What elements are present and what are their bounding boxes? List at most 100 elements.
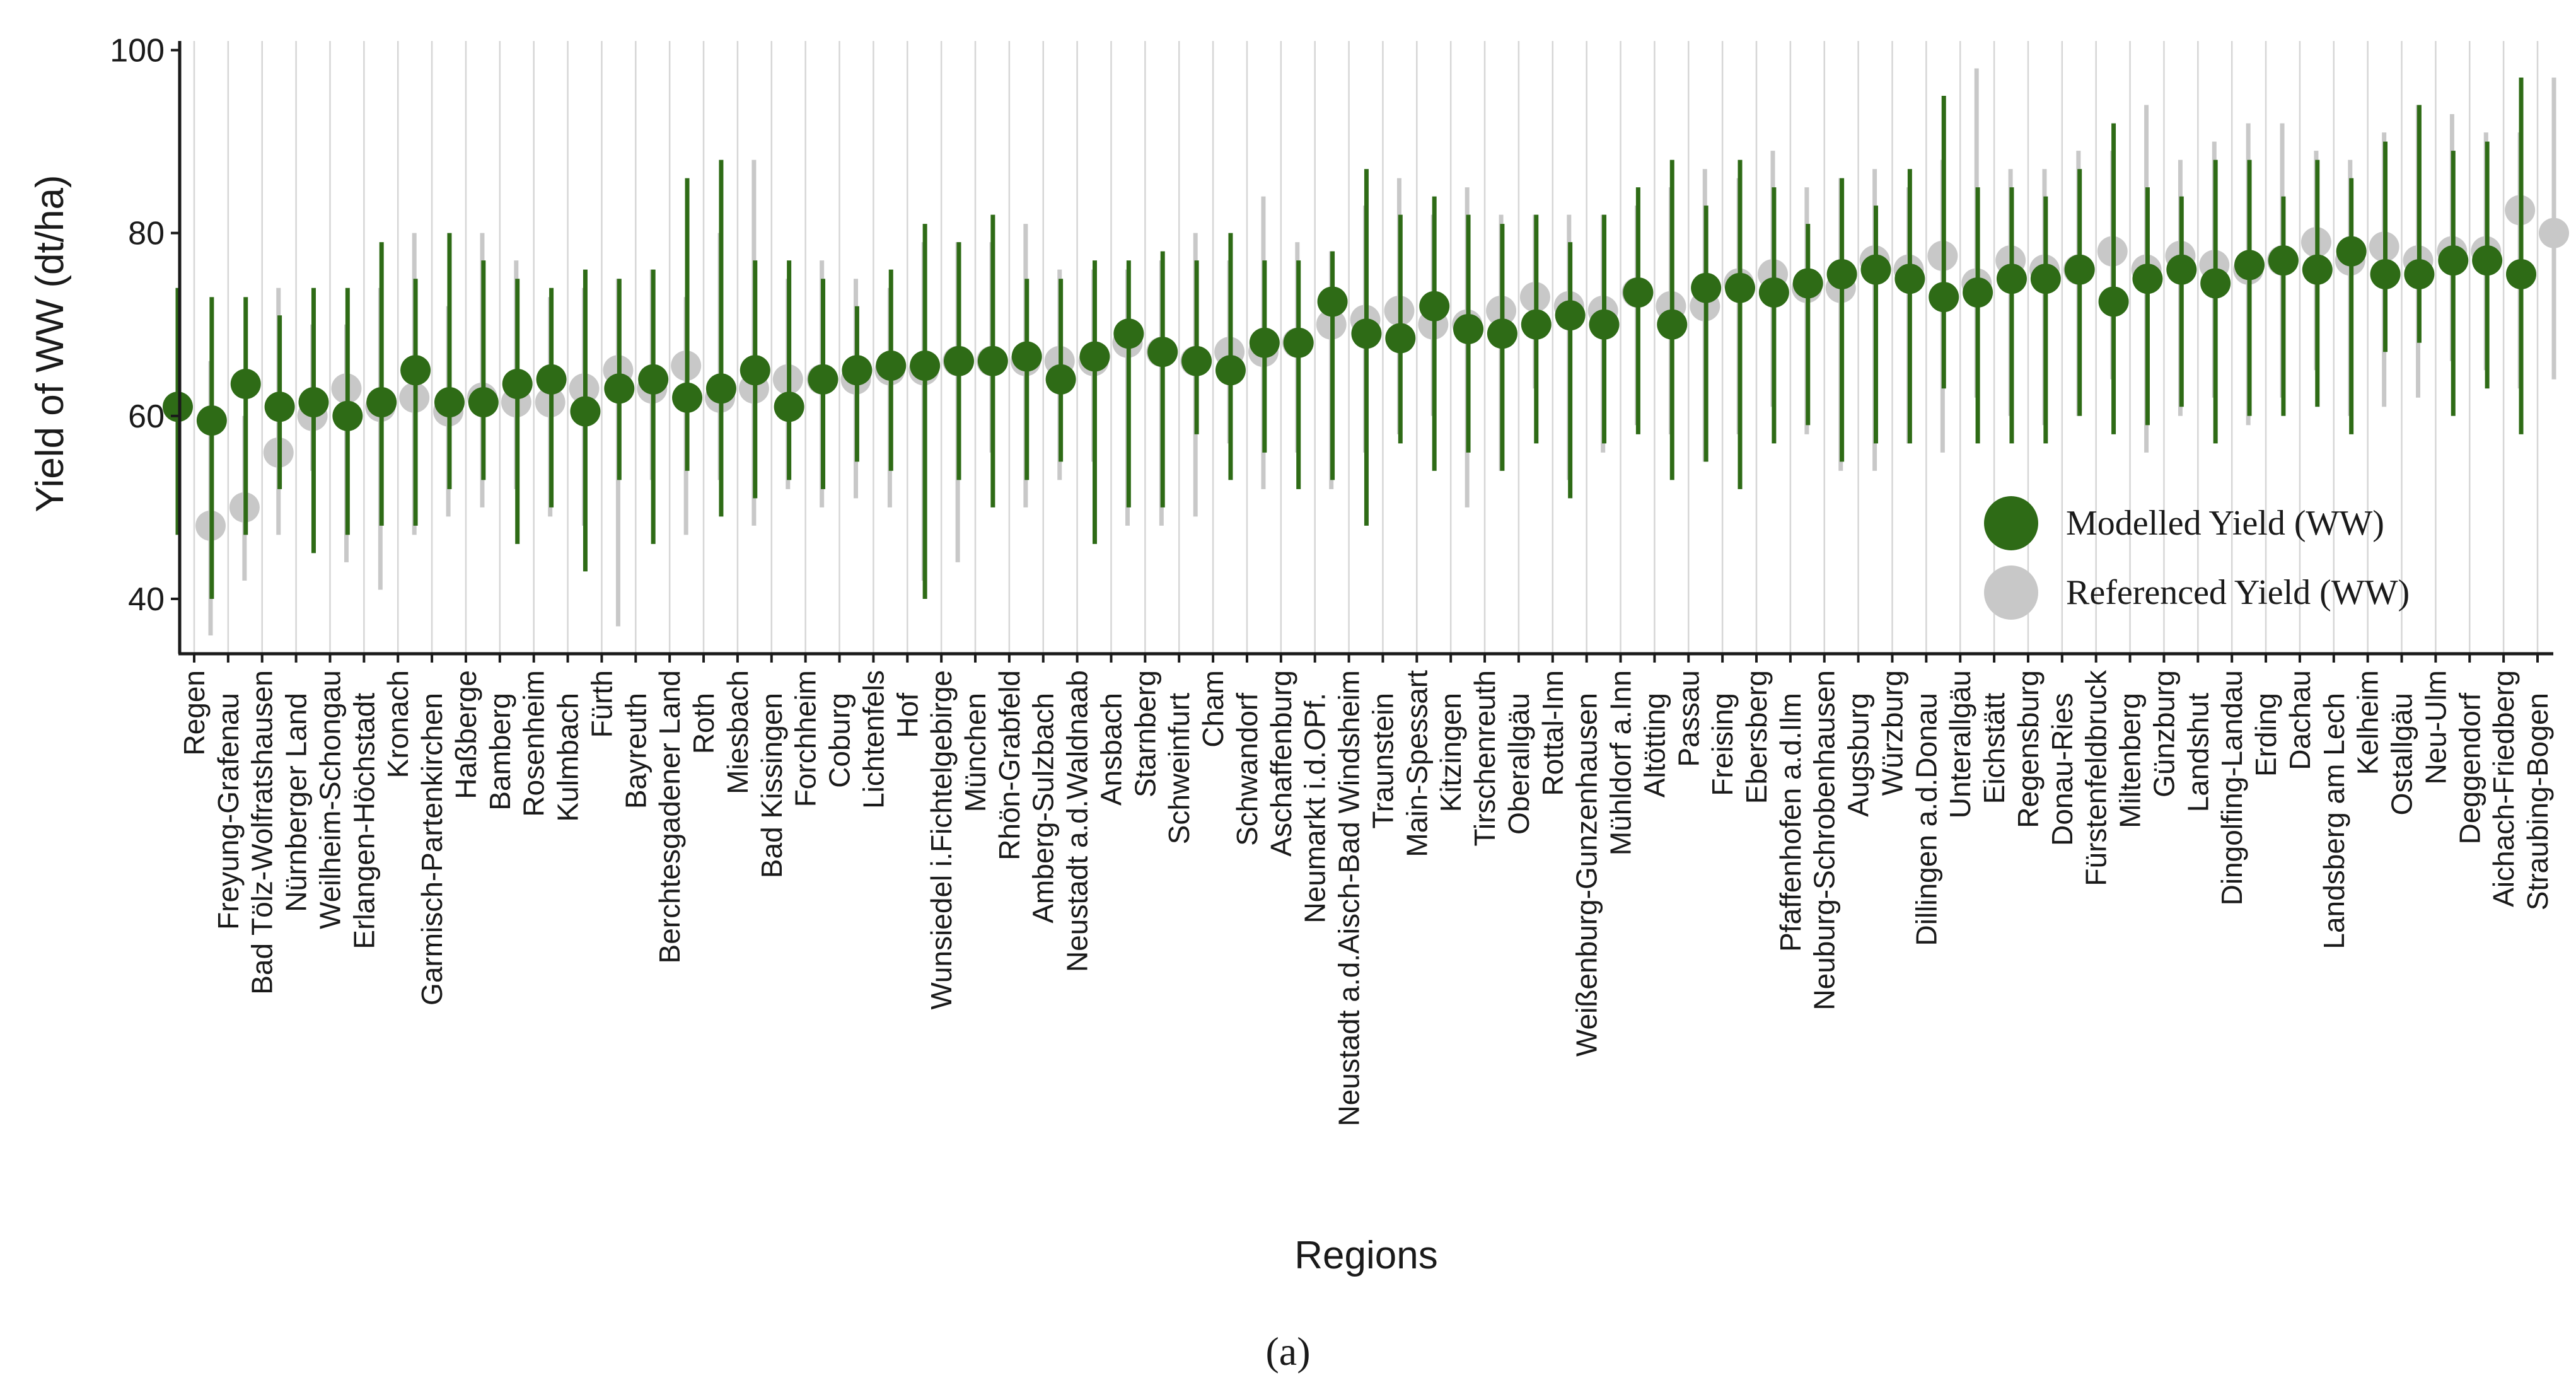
modelled-point — [1249, 327, 1280, 358]
modelled-point — [638, 364, 669, 395]
modelled-point — [2472, 245, 2503, 276]
x-tick-label: Starnberg — [1128, 670, 1161, 797]
modelled-point — [1860, 254, 1891, 285]
x-tick-label: Lichtenfels — [857, 670, 890, 809]
figure-caption: (a) — [1265, 1329, 1310, 1374]
y-axis-title: Yield of WW (dt/ha) — [28, 175, 72, 512]
x-tick-label: Ansbach — [1094, 693, 1127, 806]
x-tick-label: Pfaffenhofen a.d.Ilm — [1774, 693, 1807, 952]
y-tick-label: 60 — [128, 398, 165, 435]
y-tick-label: 40 — [128, 581, 165, 618]
modelled-point — [1011, 341, 1042, 372]
x-axis-ticks: Regen Freyung-Grafenau Bad Tölz-Wolfratsha… — [178, 654, 2554, 1127]
x-tick-label: Tirschenreuth — [1468, 670, 1501, 847]
modelled-point — [910, 351, 941, 381]
x-tick-label: Günzburg — [2147, 670, 2180, 797]
x-tick-label: Dillingen a.d.Donau — [1910, 693, 1942, 946]
modelled-point — [604, 373, 635, 404]
modelled-point — [672, 382, 703, 413]
modelled-point — [774, 391, 804, 422]
x-tick-label: Hof — [891, 693, 924, 738]
modelled-series — [163, 78, 2536, 599]
modelled-point — [1487, 318, 1517, 349]
modelled-point — [2098, 286, 2129, 317]
x-tick-label: Neuburg-Schrobenhausen — [1808, 670, 1841, 1011]
x-tick-label: Neustadt a.d.Waldnaab — [1061, 670, 1094, 972]
modelled-point — [264, 391, 295, 422]
legend-swatch-referenced — [1984, 565, 2038, 620]
modelled-point — [2438, 245, 2469, 276]
modelled-point — [740, 355, 770, 386]
modelled-point — [808, 364, 838, 395]
x-tick-label: Haßberge — [450, 670, 482, 799]
x-tick-label: Forchheim — [789, 670, 822, 807]
modelled-point — [842, 355, 873, 386]
x-tick-label: Weißenburg-Gunzenhausen — [1570, 693, 1603, 1057]
modelled-point — [434, 387, 465, 418]
x-tick-label: Bayreuth — [619, 693, 652, 809]
modelled-point — [196, 405, 227, 436]
x-tick-label: Eichstätt — [1978, 693, 2010, 804]
modelled-point — [1215, 355, 1246, 386]
modelled-point — [2302, 254, 2333, 285]
x-tick-label: Rosenheim — [518, 670, 550, 817]
modelled-point — [1351, 318, 1382, 349]
x-tick-label: Freyung-Grafenau — [212, 693, 245, 930]
modelled-point — [1623, 277, 1654, 308]
x-tick-label: Aichach-Friedberg — [2487, 670, 2520, 907]
modelled-point — [1691, 272, 1722, 303]
x-tick-label: Coburg — [823, 693, 856, 788]
modelled-point — [468, 387, 499, 418]
x-axis-title: Regions — [1294, 1234, 1437, 1277]
modelled-point — [2064, 254, 2095, 285]
vertical-gridlines — [193, 41, 2539, 654]
modelled-point — [2370, 258, 2401, 289]
modelled-point — [1963, 277, 1993, 308]
legend-label-referenced: Referenced Yield (WW) — [2066, 573, 2410, 612]
modelled-point — [2506, 258, 2536, 289]
modelled-point — [1045, 364, 1076, 395]
modelled-point — [332, 400, 363, 431]
x-tick-label: Roth — [687, 693, 720, 754]
x-tick-label: Oberallgäu — [1502, 693, 1535, 835]
x-tick-label: Würzburg — [1876, 670, 1908, 796]
x-tick-label: Donau-Ries — [2046, 693, 2079, 846]
modelled-point — [1826, 258, 1857, 289]
x-tick-label: Fürstenfeldbruck — [2080, 670, 2113, 886]
modelled-point — [1079, 341, 1110, 372]
modelled-point — [2404, 258, 2435, 289]
modelled-point — [1283, 327, 1314, 358]
x-tick-label: Altötting — [1638, 693, 1671, 797]
legend-label-modelled: Modelled Yield (WW) — [2066, 504, 2384, 543]
x-tick-label: Miesbach — [721, 670, 754, 794]
modelled-point — [298, 387, 329, 418]
x-tick-label: Neustadt a.d.Aisch-Bad Windsheim — [1333, 670, 1366, 1127]
x-tick-label: Bad Kissingen — [755, 693, 788, 878]
modelled-point — [1929, 282, 1959, 313]
x-tick-label: Straubing-Bogen — [2521, 693, 2554, 910]
x-tick-label: Bamberg — [484, 693, 516, 811]
x-tick-label: Rottal-Inn — [1536, 670, 1569, 796]
x-tick-label: Main-Spessart — [1400, 670, 1433, 857]
x-tick-label: Kitzingen — [1434, 693, 1467, 812]
y-axis-ticks: 40 60 80 100 — [110, 33, 180, 618]
x-tick-label: Ebersberg — [1740, 670, 1773, 804]
x-tick-label: Wunsiedel i.Fichtelgebirge — [925, 670, 958, 1010]
modelled-point — [2132, 264, 2163, 294]
x-tick-label: Berchtesgadener Land — [653, 670, 686, 963]
x-tick-label: Neumarkt i.d.OPf. — [1299, 693, 1332, 924]
x-tick-label: Kelheim — [2352, 670, 2384, 775]
x-tick-label: Rhön-Grabfeld — [993, 670, 1026, 861]
modelled-point — [1453, 313, 1484, 344]
x-tick-label: Freising — [1706, 693, 1739, 796]
modelled-point — [2336, 236, 2367, 267]
modelled-point — [1317, 286, 1348, 317]
x-tick-label: Weilheim-Schongau — [313, 670, 346, 929]
x-tick-label: Erding — [2249, 693, 2282, 777]
modelled-point — [1147, 337, 1178, 368]
x-tick-label: Neu-Ulm — [2419, 670, 2452, 784]
modelled-point — [1181, 345, 1212, 376]
x-tick-label: Passau — [1672, 670, 1705, 767]
x-tick-label: Aschaffenburg — [1265, 670, 1297, 857]
x-tick-label: Regen — [178, 670, 211, 756]
